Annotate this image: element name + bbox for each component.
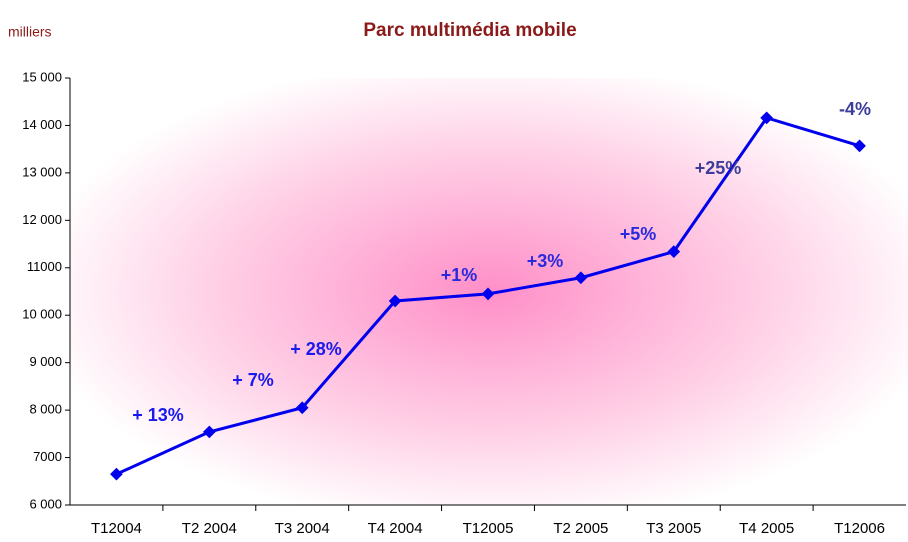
y-tick-label: 9 000 (29, 354, 62, 369)
marker (295, 401, 309, 415)
y-tick-label: 7000 (33, 449, 62, 464)
chart-title: Parc multimédia mobile (363, 20, 576, 41)
marker (481, 287, 495, 301)
x-tick-label: T12005 (463, 520, 514, 537)
annotation: +3% (527, 251, 564, 271)
y-tick-label: 13 000 (22, 164, 62, 179)
annotation: + 28% (290, 339, 342, 359)
x-tick-label: T2 2004 (182, 520, 237, 537)
x-tick-label: T3 2004 (275, 520, 330, 537)
y-tick-label: 10 000 (22, 307, 62, 322)
annotation: +5% (620, 224, 657, 244)
y-tick-label: 12 000 (22, 212, 62, 227)
y-axis-label: milliers (8, 24, 52, 40)
annotation: + 13% (132, 405, 184, 425)
y-tick-label: 14 000 (22, 117, 62, 132)
y-tick-label: 8 000 (29, 402, 62, 417)
x-tick-label: T4 2004 (368, 520, 423, 537)
marker (202, 425, 216, 439)
marker (110, 467, 123, 481)
annotation: +25% (695, 158, 742, 178)
x-tick-label: T12006 (834, 520, 885, 537)
annotation: + 7% (232, 370, 274, 390)
annotation: +1% (441, 265, 478, 285)
y-tick-label: 11000 (27, 259, 62, 274)
y-tick-label: 6 000 (29, 496, 62, 511)
marker (388, 294, 402, 308)
annotation: -4% (839, 99, 871, 119)
x-tick-label: T4 2005 (739, 520, 794, 537)
x-tick-label: T12004 (91, 520, 142, 537)
x-tick-label: T3 2005 (646, 520, 701, 537)
x-tick-label: T2 2005 (553, 520, 608, 537)
y-tick-label: 15 000 (22, 69, 62, 84)
